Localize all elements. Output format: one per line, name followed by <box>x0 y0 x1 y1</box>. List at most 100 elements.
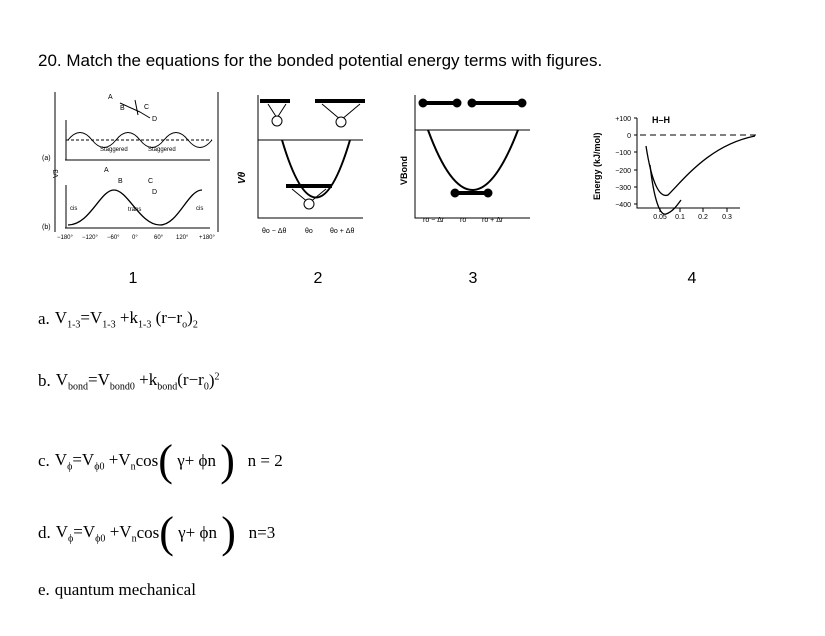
figure-text: Vθ <box>237 171 248 184</box>
term: Vbond <box>56 370 88 392</box>
term: )2 <box>187 308 198 330</box>
figure-text: +180° <box>199 235 216 241</box>
option-text: =V <box>88 370 110 389</box>
option: a. V1-3 =V1-3 +k1-3 (r−ro)2 <box>38 308 198 330</box>
option-text: cos <box>136 523 160 542</box>
option: b. Vbond =Vbond0 +kbond (r−r0)2 <box>38 370 220 392</box>
term: cos <box>136 451 159 471</box>
term: Vϕ <box>55 450 73 472</box>
option-text: V <box>55 370 69 389</box>
option-text: n <box>131 533 137 545</box>
term: ) <box>220 439 235 483</box>
figure-text: Energy (kJ/mol) <box>592 132 602 200</box>
figure-text: Staggered <box>100 147 128 153</box>
figure-text: 0.2 <box>698 214 708 221</box>
option-text: +k <box>134 370 158 389</box>
option-text: γ+ ϕn <box>172 451 221 470</box>
figure-text: B <box>118 178 123 185</box>
figure-1-drawing <box>54 92 219 232</box>
option-text: 2 <box>192 319 198 331</box>
option-text: n = 2 <box>234 451 283 470</box>
figure-number: 3 <box>469 270 478 287</box>
term: n = 2 <box>235 451 283 471</box>
figure-text: ro − Δr <box>423 217 445 224</box>
figure-text: 0.05 <box>653 214 667 221</box>
option-text: γ+ ϕn <box>173 523 222 542</box>
option-text: ϕ <box>67 461 73 473</box>
term: =Vϕ0 <box>72 450 104 472</box>
option-text: 1-3 <box>102 319 116 331</box>
term: γ+ ϕn <box>174 523 221 543</box>
term: (r−ro <box>151 308 188 330</box>
term: +Vn <box>104 450 136 472</box>
figure-4-drawing <box>634 117 760 215</box>
figure-text: +100 <box>615 116 631 123</box>
figure-text: −60° <box>107 235 120 241</box>
option-text: ) <box>208 371 215 391</box>
option-text: 1-3 <box>137 319 152 331</box>
term: ( <box>159 511 174 555</box>
option-text: +V <box>105 521 132 541</box>
option-text: bond <box>68 381 89 393</box>
figure-text: −200 <box>615 168 631 175</box>
option-text: V <box>55 521 69 541</box>
figure-number: 2 <box>314 270 323 287</box>
figure-text: trans <box>128 207 141 213</box>
figure-number: 1 <box>129 270 138 287</box>
figure-text: D <box>152 189 157 196</box>
figure-text: B <box>120 105 125 112</box>
figure-number: 4 <box>688 270 697 287</box>
figure-text: θo − Δθ <box>262 228 286 235</box>
figure-text: θo + Δθ <box>330 228 354 235</box>
option-text: cos <box>135 451 159 470</box>
option-text: ϕ0 <box>94 461 105 473</box>
term: +Vn <box>105 521 137 545</box>
figure-text: H–H <box>652 115 670 125</box>
term: +kbond <box>135 370 177 392</box>
term: +k1-3 <box>116 308 152 331</box>
term: Vϕ <box>56 522 74 544</box>
figure-text: 60° <box>154 235 164 241</box>
option-text: c. <box>38 451 50 470</box>
figure-3-drawing <box>414 95 530 219</box>
option-text: bond0 <box>109 381 135 393</box>
figure-text: (a) <box>42 155 51 162</box>
option-text: =V <box>80 308 103 327</box>
figure-text: cis <box>196 206 203 212</box>
figure-text: ro <box>460 217 466 224</box>
term: quantum mechanical <box>55 580 196 600</box>
option-text: V <box>54 308 68 327</box>
term: (r−r0 <box>177 370 209 392</box>
figure-text: 0 <box>627 133 631 140</box>
option-text: bond <box>157 381 178 393</box>
term: ) <box>221 511 236 555</box>
option-text: quantum mechanical <box>54 580 196 599</box>
figure-text: −100 <box>615 150 631 157</box>
term: cos <box>137 523 160 543</box>
option-text: n=3 <box>235 523 276 542</box>
term: )2 <box>209 371 220 391</box>
figure-text: −400 <box>615 202 631 209</box>
term: =Vϕ0 <box>73 522 105 544</box>
term: n=3 <box>235 523 276 543</box>
option: d. Vϕ =Vϕ0 +Vn cos( γ+ ϕn ) n=3 <box>38 511 275 555</box>
figure-text: Staggered <box>148 147 176 153</box>
figure-text: VBond <box>399 156 409 185</box>
option-text: ) <box>221 508 236 557</box>
option-text: d. <box>38 523 51 542</box>
figure-text: A <box>108 94 113 101</box>
option: c. Vϕ =Vϕ0 +Vn cos( γ+ ϕn ) n = 2 <box>38 439 283 483</box>
option: e. quantum mechanical <box>38 580 196 600</box>
option-text: ) <box>187 308 193 327</box>
option-text: 1-3 <box>67 319 81 331</box>
figure-text: (b) <box>42 224 51 231</box>
figure-text: −180° <box>57 235 74 241</box>
option-text: ) <box>220 436 235 485</box>
option-text: ϕ0 <box>95 533 106 545</box>
term: =V1-3 <box>80 308 115 330</box>
option-text: a. <box>38 309 50 329</box>
figure-text: A <box>104 167 109 174</box>
option-text: V <box>54 449 68 469</box>
figure-text: V3 <box>53 169 60 178</box>
